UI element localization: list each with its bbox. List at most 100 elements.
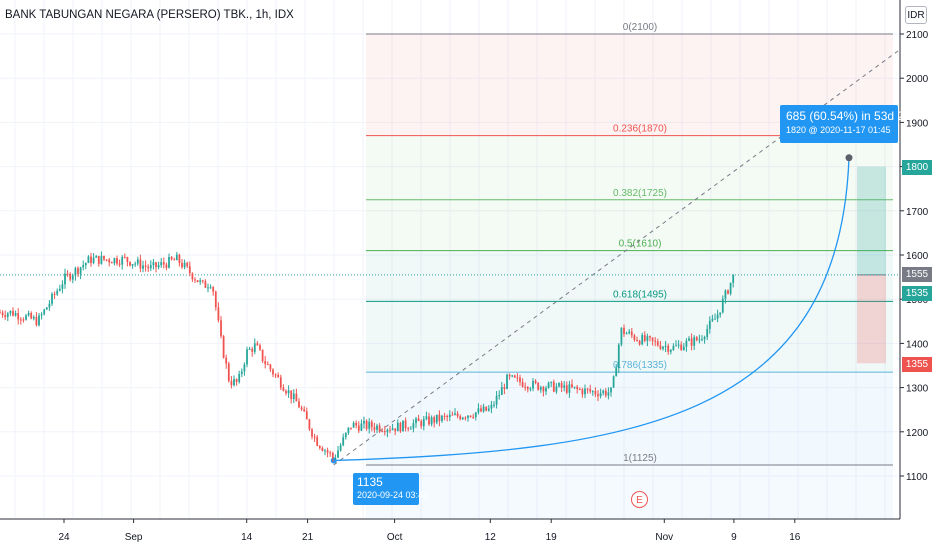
candle-body <box>90 256 92 264</box>
candle-body <box>477 408 480 413</box>
x-tick-label: 9 <box>731 532 737 543</box>
candle-body <box>103 255 105 260</box>
candle-body <box>667 345 670 352</box>
candle-body <box>246 349 248 365</box>
candle-body <box>183 262 186 268</box>
candle-body <box>360 423 363 431</box>
candle-body <box>732 274 735 283</box>
candle-body <box>443 415 446 417</box>
candle-body <box>724 290 727 299</box>
candle-body <box>485 406 488 411</box>
candle-body <box>571 384 573 388</box>
candle-body <box>97 255 100 264</box>
measure-callout-change: 685 (60.54%) in 53d 22h <box>786 109 918 123</box>
candle-body <box>279 377 282 388</box>
candle-body <box>282 387 285 391</box>
candle-body <box>350 427 352 429</box>
candle-body <box>191 273 194 280</box>
candle-body <box>415 418 417 424</box>
candle-body <box>162 262 165 265</box>
candle-body <box>677 344 680 346</box>
candle-body <box>222 336 225 358</box>
stop-price-badge: 1355 <box>902 357 932 372</box>
candle-body <box>337 450 339 458</box>
candle-body <box>714 318 716 320</box>
candle-body <box>38 315 40 326</box>
candle-body <box>334 457 337 459</box>
fib-level-label: 0.382(1725) <box>613 188 667 199</box>
candle-body <box>355 422 358 426</box>
candle-body <box>690 338 693 346</box>
candle-body <box>25 315 27 320</box>
fib-level-label: 0.236(1870) <box>613 124 667 135</box>
candle-body <box>669 349 672 352</box>
candle-body <box>56 290 59 295</box>
target-price-badge: 1800 <box>902 160 932 175</box>
candle-body <box>66 273 69 275</box>
fib-level-label: 0(2100) <box>623 22 657 33</box>
earnings-marker-icon[interactable]: E <box>631 491 648 508</box>
y-tick-label: 1600 <box>906 251 929 262</box>
candle-body <box>701 339 703 341</box>
candle-body <box>727 290 729 294</box>
candle-body <box>152 262 155 266</box>
candle-body <box>373 427 376 430</box>
candle-body <box>220 320 222 337</box>
candle-body <box>578 388 581 390</box>
candle-body <box>274 374 277 376</box>
candle-body <box>402 420 404 432</box>
candle-body <box>6 313 9 317</box>
candle-body <box>4 315 7 317</box>
candle-body <box>511 375 514 377</box>
fib-zone <box>366 464 893 519</box>
candle-body <box>298 401 300 408</box>
candle-body <box>329 452 332 454</box>
candle-body <box>610 387 612 393</box>
candle-body <box>716 314 719 319</box>
low-callout-price: 1135 <box>357 475 383 489</box>
y-tick-label: 1700 <box>906 207 929 218</box>
candle-body <box>35 317 38 326</box>
candle-body <box>370 421 373 428</box>
candle-body <box>285 390 287 394</box>
candle-body <box>422 419 425 427</box>
candle-body <box>503 387 506 389</box>
candle-body <box>12 310 14 316</box>
candle-body <box>253 343 256 352</box>
candle-body <box>547 382 550 388</box>
candle-body <box>181 262 183 268</box>
candle-body <box>74 268 77 276</box>
candle-body <box>256 343 259 346</box>
candle-body <box>71 275 74 280</box>
candle-body <box>490 404 493 409</box>
candle-body <box>425 416 428 420</box>
reward-zone <box>857 166 886 275</box>
candle-body <box>173 259 176 261</box>
candle-body <box>357 425 360 431</box>
candle-body <box>703 337 706 340</box>
candle-body <box>623 327 625 334</box>
candle-body <box>404 420 407 429</box>
candle-body <box>365 420 368 429</box>
candle-body <box>0 312 1 314</box>
candle-body <box>77 268 79 274</box>
candle-body <box>487 408 490 411</box>
candle-body <box>693 337 696 346</box>
candle-body <box>69 273 72 280</box>
candle-body <box>116 258 118 264</box>
candle-body <box>612 376 615 388</box>
currency-button[interactable]: IDR <box>905 6 927 24</box>
candle-body <box>134 263 137 265</box>
y-tick-label: 1200 <box>906 428 929 439</box>
candle-body <box>646 336 649 341</box>
candle-body <box>721 298 724 313</box>
candle-body <box>238 374 241 382</box>
candle-body <box>508 374 511 377</box>
candle-body <box>506 374 508 389</box>
candle-body <box>305 411 308 420</box>
candle-body <box>113 258 116 264</box>
candle-body <box>708 320 711 329</box>
candle-body <box>519 377 521 383</box>
candle-body <box>233 379 235 386</box>
